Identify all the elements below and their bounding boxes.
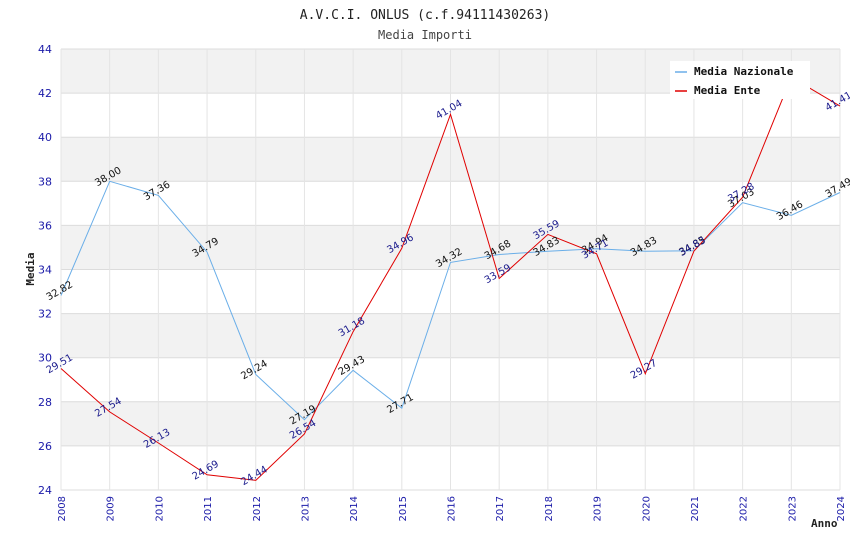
chart-title: A.V.C.I. ONLUS (c.f.94111430263) — [300, 8, 550, 23]
y-tick-label: 42 — [38, 87, 52, 100]
x-tick-label: 2009 — [106, 496, 117, 521]
y-axis-ticks: 24 26 28 30 32 34 36 38 40 42 44 — [38, 43, 52, 497]
y-axis-label: Media — [24, 252, 37, 285]
x-tick-label: 2012 — [252, 496, 263, 521]
x-tick-label: 2013 — [300, 496, 311, 521]
x-tick-label: 2010 — [154, 496, 165, 521]
y-tick-label: 36 — [38, 219, 52, 232]
x-tick-label: 2008 — [57, 496, 68, 521]
series-line-media-ente — [60, 76, 841, 481]
legend-label-media-nazionale: Media Nazionale — [694, 65, 794, 78]
x-tick-label: 2022 — [739, 496, 750, 521]
x-tick-label: 2016 — [447, 496, 458, 521]
y-tick-label: 28 — [38, 396, 52, 409]
x-tick-label: 2018 — [544, 496, 555, 521]
chart-subtitle: Media Importi — [378, 28, 472, 42]
x-tick-label: 2023 — [787, 496, 798, 521]
y-tick-label: 30 — [38, 352, 52, 365]
y-tick-label: 40 — [38, 131, 52, 144]
gridlines — [60, 48, 841, 491]
x-tick-label: 2015 — [398, 496, 409, 521]
x-tick-label: 2024 — [836, 496, 847, 521]
x-axis-label: Anno — [811, 517, 838, 530]
y-tick-label: 44 — [38, 43, 52, 56]
x-tick-label: 2017 — [495, 496, 506, 521]
x-tick-label: 2014 — [349, 496, 360, 521]
legend-label-media-ente: Media Ente — [694, 84, 761, 97]
x-axis-ticks: 2008 2009 2010 2011 2012 2013 2014 2015 2016 2017… — [57, 496, 847, 521]
x-tick-label: 2011 — [203, 496, 214, 521]
legend: Media Nazionale Media Ente — [670, 61, 810, 99]
y-tick-label: 32 — [38, 308, 52, 321]
y-tick-label: 26 — [38, 440, 52, 453]
x-tick-label: 2019 — [593, 496, 604, 521]
series-line-media-nazionale — [60, 180, 841, 421]
y-tick-label: 24 — [38, 484, 52, 497]
legend-box — [670, 61, 810, 99]
x-tick-label: 2020 — [641, 496, 652, 521]
x-tick-label: 2021 — [690, 496, 701, 521]
series-lines — [60, 76, 841, 481]
y-tick-label: 34 — [38, 264, 52, 277]
y-tick-label: 38 — [38, 175, 52, 188]
